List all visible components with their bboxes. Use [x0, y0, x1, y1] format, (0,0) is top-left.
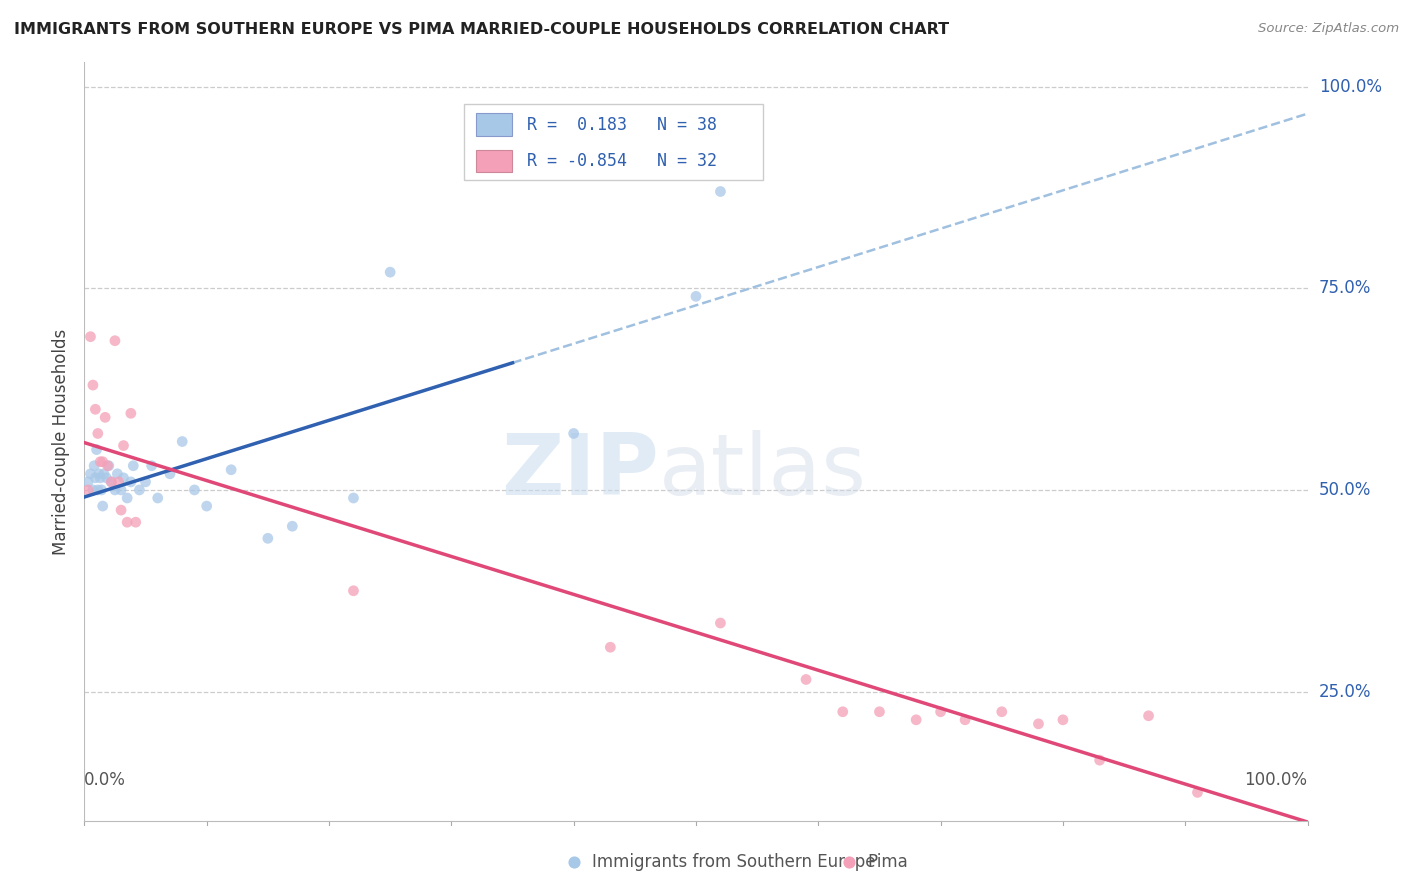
Point — [84, 471, 107, 485]
FancyBboxPatch shape — [464, 104, 763, 180]
Point — [342, 491, 364, 505]
Text: 25.0%: 25.0% — [1319, 682, 1371, 700]
Point — [93, 467, 115, 481]
Point — [112, 471, 135, 485]
Point — [120, 406, 142, 420]
Point — [599, 640, 621, 655]
Point — [110, 503, 132, 517]
Point — [115, 515, 138, 529]
Point — [89, 471, 111, 485]
Point — [562, 426, 585, 441]
Point — [87, 426, 110, 441]
Point — [110, 483, 132, 497]
Point — [97, 458, 120, 473]
Point — [87, 467, 110, 481]
Point — [281, 519, 304, 533]
Point — [794, 673, 817, 687]
Point — [146, 491, 169, 505]
Point — [991, 705, 1014, 719]
Point — [709, 615, 731, 630]
Point — [89, 455, 111, 469]
Point — [91, 499, 114, 513]
Point — [84, 402, 107, 417]
Point — [120, 475, 142, 489]
Text: Source: ZipAtlas.com: Source: ZipAtlas.com — [1258, 22, 1399, 36]
Point — [685, 289, 707, 303]
Point — [135, 475, 157, 489]
Point — [115, 491, 138, 505]
Point — [869, 705, 891, 719]
Point — [1028, 716, 1050, 731]
Point — [195, 499, 218, 513]
Point — [257, 532, 280, 546]
Point — [929, 705, 952, 719]
Point — [94, 410, 117, 425]
Point — [342, 583, 364, 598]
Point — [96, 471, 118, 485]
Point — [77, 475, 100, 489]
Point — [83, 458, 105, 473]
Point — [90, 483, 112, 497]
FancyBboxPatch shape — [475, 113, 513, 136]
Point — [86, 442, 108, 457]
Text: IMMIGRANTS FROM SOUTHERN EUROPE VS PIMA MARRIED-COUPLE HOUSEHOLDS CORRELATION CH: IMMIGRANTS FROM SOUTHERN EUROPE VS PIMA … — [14, 22, 949, 37]
Point — [104, 334, 127, 348]
Point — [953, 713, 976, 727]
Point — [380, 265, 402, 279]
Point — [100, 475, 122, 489]
Text: Immigrants from Southern Europe: Immigrants from Southern Europe — [592, 854, 876, 871]
Point — [100, 475, 122, 489]
Point — [141, 458, 163, 473]
Point — [1137, 708, 1160, 723]
Point — [709, 185, 731, 199]
Text: 100.0%: 100.0% — [1244, 772, 1308, 789]
Point — [107, 475, 129, 489]
Point — [87, 483, 110, 497]
Point — [172, 434, 194, 449]
Point — [183, 483, 205, 497]
Text: R =  0.183   N = 38: R = 0.183 N = 38 — [527, 116, 717, 134]
Text: 75.0%: 75.0% — [1319, 279, 1371, 297]
Text: ZIP: ZIP — [502, 430, 659, 514]
Point — [91, 455, 114, 469]
FancyBboxPatch shape — [475, 150, 513, 172]
Point — [82, 378, 104, 392]
Point — [905, 713, 928, 727]
Point — [219, 463, 242, 477]
Point — [79, 467, 101, 481]
Point — [104, 483, 127, 497]
Point — [159, 467, 181, 481]
Point — [1187, 785, 1209, 799]
Point — [122, 458, 145, 473]
Text: 0.0%: 0.0% — [84, 772, 127, 789]
Point — [77, 483, 100, 497]
Point — [1052, 713, 1074, 727]
Point — [82, 483, 104, 497]
Text: 100.0%: 100.0% — [1319, 78, 1382, 95]
Text: 50.0%: 50.0% — [1319, 481, 1371, 499]
Text: R = -0.854   N = 32: R = -0.854 N = 32 — [527, 152, 717, 170]
Y-axis label: Married-couple Households: Married-couple Households — [52, 328, 70, 555]
Point — [128, 483, 150, 497]
Point — [112, 439, 135, 453]
Text: Pima: Pima — [868, 854, 908, 871]
Point — [105, 467, 128, 481]
Text: atlas: atlas — [659, 430, 868, 514]
Point — [79, 329, 101, 343]
Point — [97, 458, 120, 473]
Point — [831, 705, 853, 719]
Point — [1088, 753, 1111, 767]
Point — [125, 515, 148, 529]
